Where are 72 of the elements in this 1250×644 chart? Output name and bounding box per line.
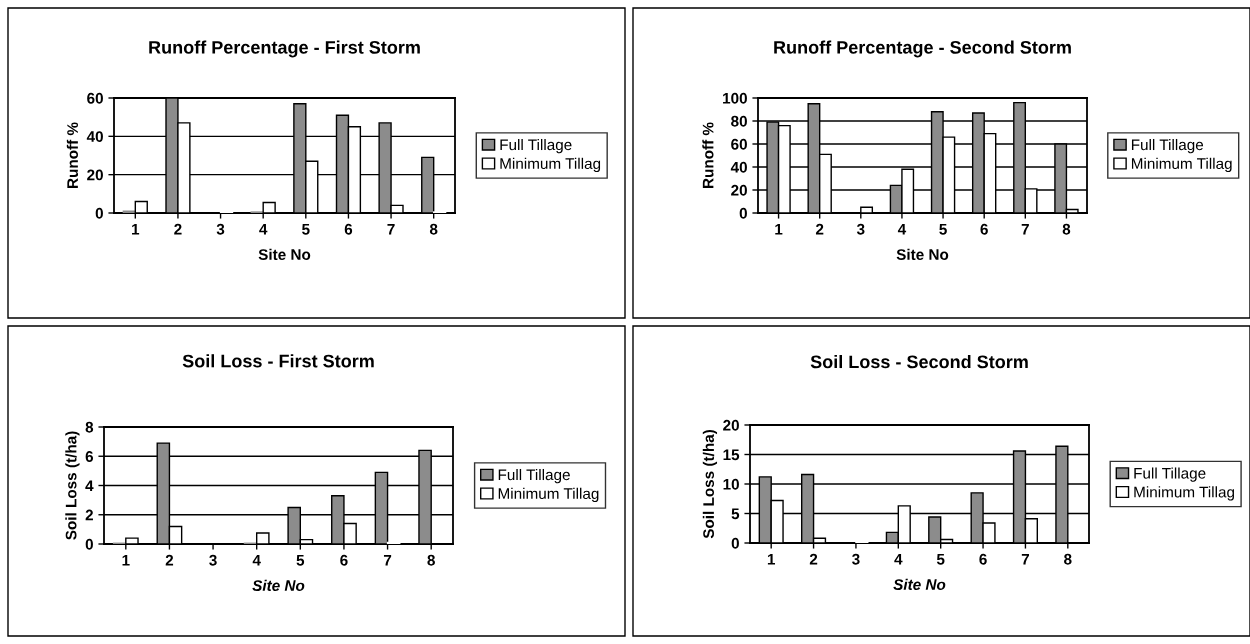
chart-title: Runoff Percentage - First Storm [149, 40, 420, 58]
y-tick-label: 6 [85, 451, 94, 462]
x-tick-label: 5 [936, 553, 945, 565]
x-tick-label: 3 [856, 223, 865, 235]
y-tick-label: 40 [730, 161, 747, 173]
x-tick-label: 4 [252, 554, 261, 566]
x-tick-label: 7 [383, 554, 392, 566]
x-tick-label: 8 [1062, 223, 1071, 235]
y-tick-label: 60 [87, 92, 103, 104]
y-tick-label: 60 [731, 138, 747, 150]
y-axis-title: Soil Loss (t/ha) [65, 431, 80, 540]
y-tick-label: 0 [95, 207, 103, 219]
y-tick-label: 2 [85, 509, 93, 521]
x-tick-label: 3 [209, 554, 217, 566]
x-tick-label: 6 [980, 223, 988, 235]
chart-title: Soil Loss - First Storm [182, 354, 374, 368]
y-tick-label: 0 [739, 207, 747, 219]
x-tick-label: 6 [979, 553, 987, 565]
x-tick-label: 5 [939, 223, 947, 235]
y-tick-label: 40 [86, 131, 103, 143]
y-tick-label: 80 [731, 115, 747, 127]
x-tick-label: 4 [894, 553, 903, 565]
y-tick-label: 5 [731, 508, 740, 520]
y-tick-label: 20 [87, 169, 103, 181]
y-tick-label: 20 [731, 184, 747, 196]
x-axis-title: Site No [252, 579, 305, 591]
x-tick-label: 5 [296, 554, 305, 566]
y-tick-label: 20 [723, 419, 739, 431]
legend-label: Minimum Tillag [1134, 486, 1235, 501]
chart-title: Soil Loss - Second Storm [810, 354, 1028, 369]
legend-label: Minimum Tillag [498, 487, 599, 503]
y-tick-label: 0 [85, 538, 93, 550]
x-tick-label: 4 [897, 223, 907, 235]
y-tick-label: 8 [85, 421, 94, 433]
x-axis-title: Site No [896, 248, 949, 260]
legend-label: Full Tillage [1134, 467, 1206, 482]
x-tick-label: 6 [340, 554, 348, 566]
y-tick-label: 4 [85, 480, 94, 492]
legend-label: Full Tillage [500, 138, 572, 154]
legend-label: Minimum Tillag [500, 157, 601, 173]
x-tick-label: 6 [344, 223, 353, 235]
x-tick-label: 2 [815, 223, 824, 235]
x-tick-label: 3 [852, 553, 860, 565]
x-tick-label: 5 [302, 223, 310, 235]
x-tick-label: 2 [174, 223, 182, 235]
y-tick-label: 0 [731, 537, 739, 549]
x-tick-label: 1 [767, 553, 776, 565]
x-tick-label: 1 [775, 223, 783, 235]
x-tick-label: 2 [809, 553, 818, 565]
x-tick-label: 8 [427, 554, 435, 566]
x-tick-label: 3 [216, 223, 225, 235]
x-tick-label: 1 [132, 223, 140, 235]
legend-label: Full Tillage [498, 468, 570, 484]
x-tick-label: 7 [1021, 553, 1030, 565]
y-axis-title: Soil Loss (t/ha) [702, 430, 718, 539]
y-tick-label: 10 [723, 478, 739, 490]
y-tick-label: 100 [723, 92, 747, 104]
x-tick-label: 4 [259, 223, 268, 235]
x-tick-label: 1 [122, 554, 130, 566]
x-axis-title: Site No [258, 248, 311, 260]
y-tick-label: 15 [723, 449, 740, 461]
y-axis-title: Runoff % [66, 122, 79, 188]
x-tick-label: 8 [429, 223, 438, 235]
x-axis-title: Site No [893, 578, 946, 590]
chart-title: Runoff Percentage - Second Storm [774, 40, 1071, 58]
x-tick-label: 7 [1021, 223, 1029, 235]
x-tick-label: 7 [387, 223, 395, 235]
x-tick-label: 2 [165, 554, 174, 566]
legend-label: Full Tillage [1131, 138, 1204, 154]
x-tick-label: 8 [1064, 553, 1072, 565]
y-axis-title: Runoff % [702, 122, 714, 188]
legend-label: Minimum Tillag [1131, 157, 1232, 173]
